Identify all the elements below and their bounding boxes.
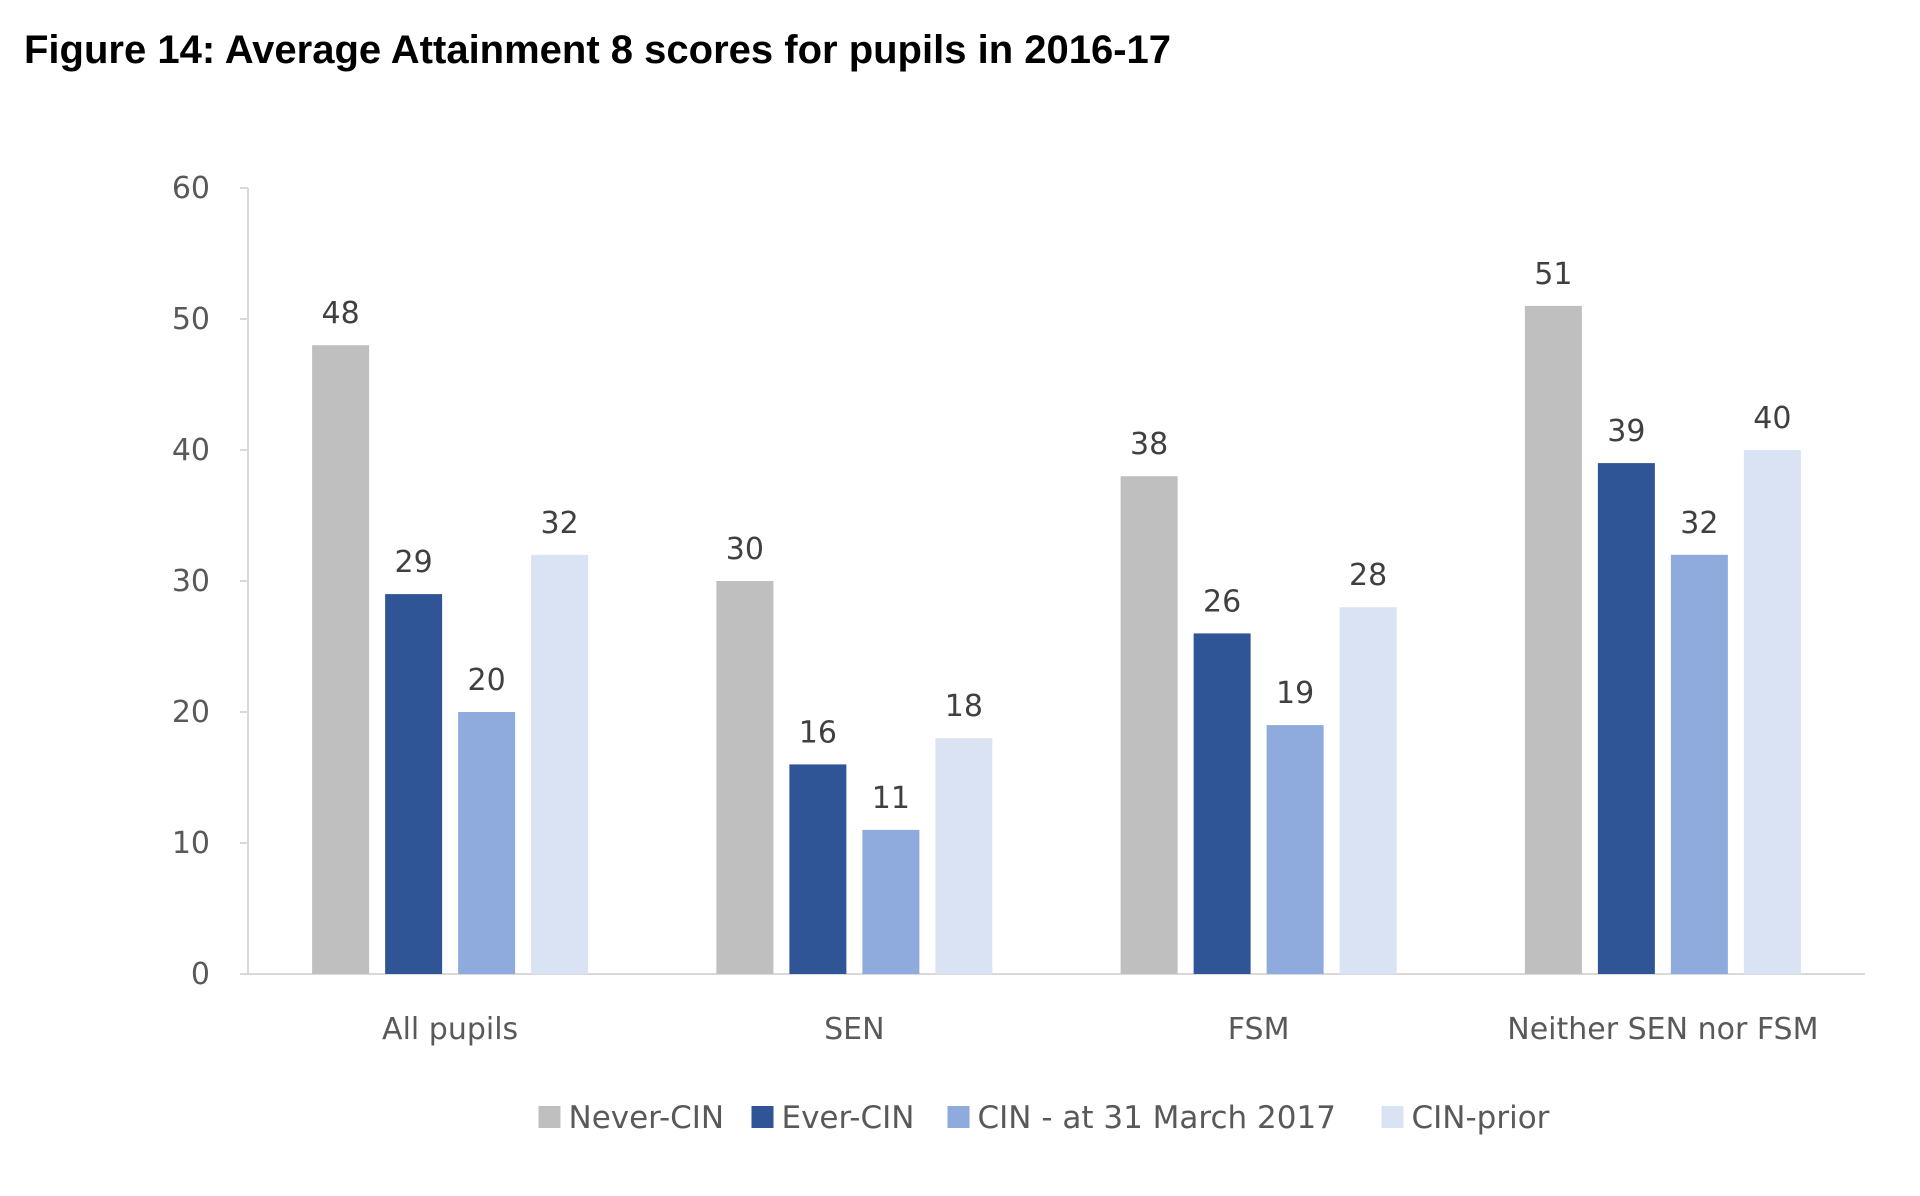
data-label: 28 [1349, 558, 1387, 593]
legend-swatch [538, 1106, 561, 1128]
bar [716, 581, 774, 974]
bar [1120, 476, 1178, 974]
y-tick-label: 20 [172, 695, 210, 730]
bar [458, 712, 516, 974]
y-tick-label: 40 [172, 433, 210, 468]
bar [1266, 725, 1324, 974]
x-tick-label: FSM [1228, 1012, 1290, 1047]
legend-label: Never-CIN [569, 1100, 725, 1136]
bar [862, 829, 920, 974]
bar [789, 764, 847, 974]
bar [312, 345, 370, 974]
bar [1670, 554, 1728, 974]
chart-title: Figure 14: Average Attainment 8 scores f… [24, 28, 1172, 72]
y-tick-label: 50 [172, 302, 210, 337]
data-label: 39 [1607, 414, 1645, 449]
bar [935, 738, 993, 974]
bar [1524, 305, 1582, 974]
legend-label: CIN-prior [1412, 1100, 1550, 1136]
x-tick-label: SEN [824, 1012, 884, 1047]
data-label: 29 [395, 545, 433, 580]
bar [1597, 463, 1655, 974]
data-label: 51 [1534, 257, 1572, 292]
bar [385, 594, 443, 974]
bar [1339, 607, 1397, 974]
y-tick-label: 0 [191, 957, 210, 992]
data-label: 20 [468, 663, 506, 698]
legend-swatch [751, 1106, 774, 1128]
data-label: 11 [872, 781, 910, 816]
legend-swatch [1381, 1106, 1404, 1128]
data-label: 32 [541, 506, 579, 541]
y-tick-label: 60 [172, 171, 210, 206]
x-tick-label: All pupils [382, 1012, 518, 1047]
data-label: 30 [726, 532, 764, 567]
y-tick-label: 30 [172, 564, 210, 599]
x-tick-label: Neither SEN nor FSM [1507, 1012, 1818, 1047]
data-label: 26 [1203, 584, 1241, 619]
data-label: 40 [1753, 401, 1791, 436]
legend-swatch [947, 1106, 970, 1128]
bar [1743, 450, 1801, 974]
legend-label: CIN - at 31 March 2017 [978, 1100, 1336, 1136]
y-tick-label: 10 [172, 826, 210, 861]
legend-label: Ever-CIN [782, 1100, 915, 1136]
data-label: 19 [1276, 676, 1314, 711]
data-label: 32 [1680, 506, 1718, 541]
data-label: 16 [799, 715, 837, 750]
data-label: 18 [945, 689, 983, 724]
bar [1193, 633, 1251, 974]
data-label: 48 [322, 296, 360, 331]
bar [531, 554, 589, 974]
data-label: 38 [1130, 427, 1168, 462]
